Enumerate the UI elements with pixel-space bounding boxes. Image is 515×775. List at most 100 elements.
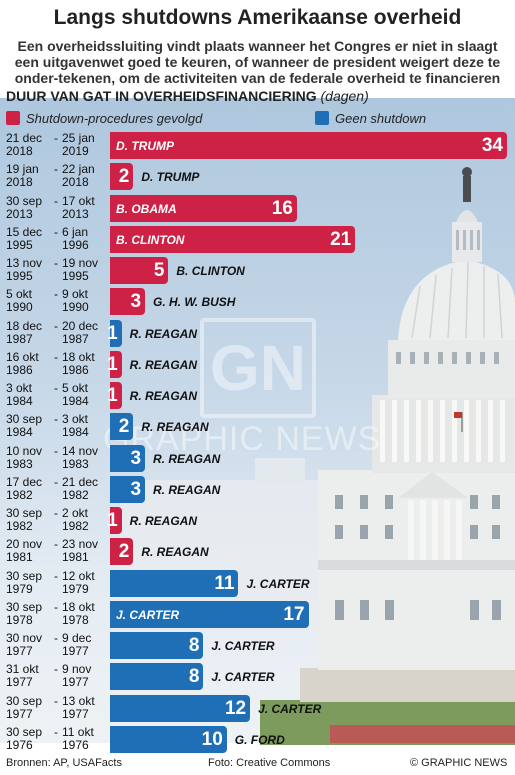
page-subtitle: Een overheidssluiting vindt plaats wanne… bbox=[14, 38, 501, 86]
duration-bar bbox=[110, 163, 134, 191]
bar-row: 30 sep 11 okt 1976 1976-10 G. FORD bbox=[0, 724, 515, 755]
graphic-news-watermark: GRAPHIC NEWS bbox=[103, 420, 382, 458]
legend-swatch-blue bbox=[315, 111, 329, 125]
start-year: 2018 bbox=[6, 144, 33, 158]
date-separator: - bbox=[54, 662, 58, 677]
duration-bar bbox=[110, 694, 251, 722]
start-year: 1981 bbox=[6, 550, 33, 565]
legend-label-no-shutdown: Geen shutdown bbox=[335, 110, 427, 126]
president-label: J. CARTER bbox=[258, 701, 322, 716]
president-label: R. REAGAN bbox=[153, 451, 221, 466]
end-date: 9 nov bbox=[62, 662, 92, 677]
start-date: 20 nov bbox=[6, 537, 43, 552]
duration-value: 3 bbox=[130, 291, 142, 313]
end-date: 5 okt bbox=[62, 381, 89, 395]
duration-value: 1 bbox=[107, 353, 118, 375]
start-year: 1984 bbox=[6, 425, 33, 440]
date-separator: - bbox=[54, 193, 58, 208]
chart-title-text: DUUR VAN GAT IN OVERHEIDSFINANCIERING bbox=[6, 88, 317, 104]
end-date: 18 okt bbox=[62, 349, 95, 364]
chart-title: DUUR VAN GAT IN OVERHEIDSFINANCIERING (d… bbox=[6, 88, 369, 104]
duration-bar bbox=[110, 507, 122, 534]
start-year: 1977 bbox=[6, 675, 33, 690]
duration-value: 34 bbox=[481, 135, 503, 156]
duration-bar bbox=[110, 132, 507, 159]
chart-unit: (dagen) bbox=[320, 88, 369, 104]
end-year: 2013 bbox=[62, 206, 89, 221]
date-separator: - bbox=[54, 693, 58, 708]
end-year: 1979 bbox=[62, 581, 89, 596]
bar-row: 20 nov 23 nov 1981 1981-2 R. REAGAN bbox=[0, 536, 515, 567]
start-date: 21 dec bbox=[6, 131, 43, 145]
bar-row: 18 dec 20 dec 1987 1987-1 R. REAGAN bbox=[0, 318, 515, 349]
president-label: G. H. W. BUSH bbox=[153, 295, 236, 310]
president-label: B. CLINTON bbox=[176, 264, 245, 278]
start-date: 17 dec bbox=[6, 474, 43, 489]
date-separator: - bbox=[54, 287, 58, 302]
start-date: 30 nov bbox=[6, 631, 43, 645]
duration-value: 3 bbox=[130, 478, 142, 500]
end-year: 1982 bbox=[62, 487, 89, 502]
duration-bar bbox=[110, 350, 122, 378]
start-date: 16 okt bbox=[6, 349, 39, 364]
end-date: 22 jan bbox=[62, 162, 95, 177]
end-year: 1986 bbox=[62, 362, 89, 377]
duration-bar bbox=[110, 600, 309, 628]
end-date: 13 okt bbox=[62, 693, 95, 708]
president-label: D. TRUMP bbox=[141, 170, 200, 185]
bar-row: 3 okt 5 okt 1984 1984-1 R. REAGAN bbox=[0, 380, 515, 411]
end-date: 19 nov bbox=[62, 256, 99, 270]
president-label: J. CARTER bbox=[211, 639, 275, 653]
president-label: J. CARTER bbox=[116, 607, 180, 622]
date-separator: - bbox=[54, 318, 58, 333]
start-date: 10 nov bbox=[6, 443, 43, 458]
start-year: 2013 bbox=[6, 206, 33, 221]
date-separator: - bbox=[54, 443, 58, 458]
start-year: 1995 bbox=[6, 269, 33, 283]
duration-bar bbox=[110, 475, 146, 503]
legend-swatch-red bbox=[6, 111, 20, 125]
bar-row: 5 okt 9 okt 1990 1990-3 G. H. W. BUSH bbox=[0, 286, 515, 317]
bar-row: 15 dec 6 jan 1995 1996- 21 B. CLINTON bbox=[0, 224, 515, 255]
start-date: 30 sep bbox=[6, 693, 43, 708]
end-date: 6 jan bbox=[62, 224, 89, 239]
president-label: R. REAGAN bbox=[129, 326, 198, 341]
date-separator: - bbox=[54, 349, 58, 364]
end-year: 1987 bbox=[62, 331, 89, 346]
bar-row: 30 sep 17 okt 2013 2013-16 B. OBAMA bbox=[0, 193, 515, 224]
end-date: 11 okt bbox=[62, 724, 94, 739]
graphic-news-logo-watermark: GN bbox=[200, 318, 316, 418]
date-separator: - bbox=[54, 599, 58, 614]
date-separator: - bbox=[54, 474, 58, 489]
duration-bar bbox=[110, 382, 122, 409]
sources-text: Bronnen: AP, USAFacts bbox=[6, 757, 122, 769]
start-year: 1986 bbox=[6, 362, 33, 377]
president-label: J. CARTER bbox=[211, 670, 275, 685]
president-label: B. OBAMA bbox=[116, 201, 177, 216]
date-separator: - bbox=[54, 537, 58, 552]
date-separator: - bbox=[54, 131, 58, 145]
start-year: 1990 bbox=[6, 300, 33, 315]
duration-value: 1 bbox=[107, 385, 118, 406]
start-year: 1995 bbox=[6, 237, 33, 252]
duration-value: 21 bbox=[330, 228, 352, 250]
president-label: J. CARTER bbox=[246, 576, 310, 591]
end-date: 14 nov bbox=[62, 443, 99, 458]
duration-value: 8 bbox=[188, 635, 200, 656]
president-label: R. REAGAN bbox=[153, 482, 221, 497]
start-date: 30 sep bbox=[6, 724, 43, 739]
start-year: 1984 bbox=[6, 394, 33, 408]
duration-bar bbox=[110, 444, 146, 472]
end-date: 25 jan bbox=[62, 131, 95, 145]
duration-bar bbox=[110, 413, 134, 441]
start-date: 18 dec bbox=[6, 318, 43, 333]
duration-bar bbox=[110, 632, 204, 659]
date-separator: - bbox=[54, 381, 58, 395]
end-year: 1984 bbox=[62, 425, 89, 440]
start-date: 30 sep bbox=[6, 193, 43, 208]
start-year: 1978 bbox=[6, 612, 33, 627]
end-year: 1995 bbox=[62, 269, 89, 283]
start-year: 1983 bbox=[6, 456, 33, 471]
date-separator: - bbox=[54, 724, 58, 739]
date-separator: - bbox=[54, 412, 58, 427]
